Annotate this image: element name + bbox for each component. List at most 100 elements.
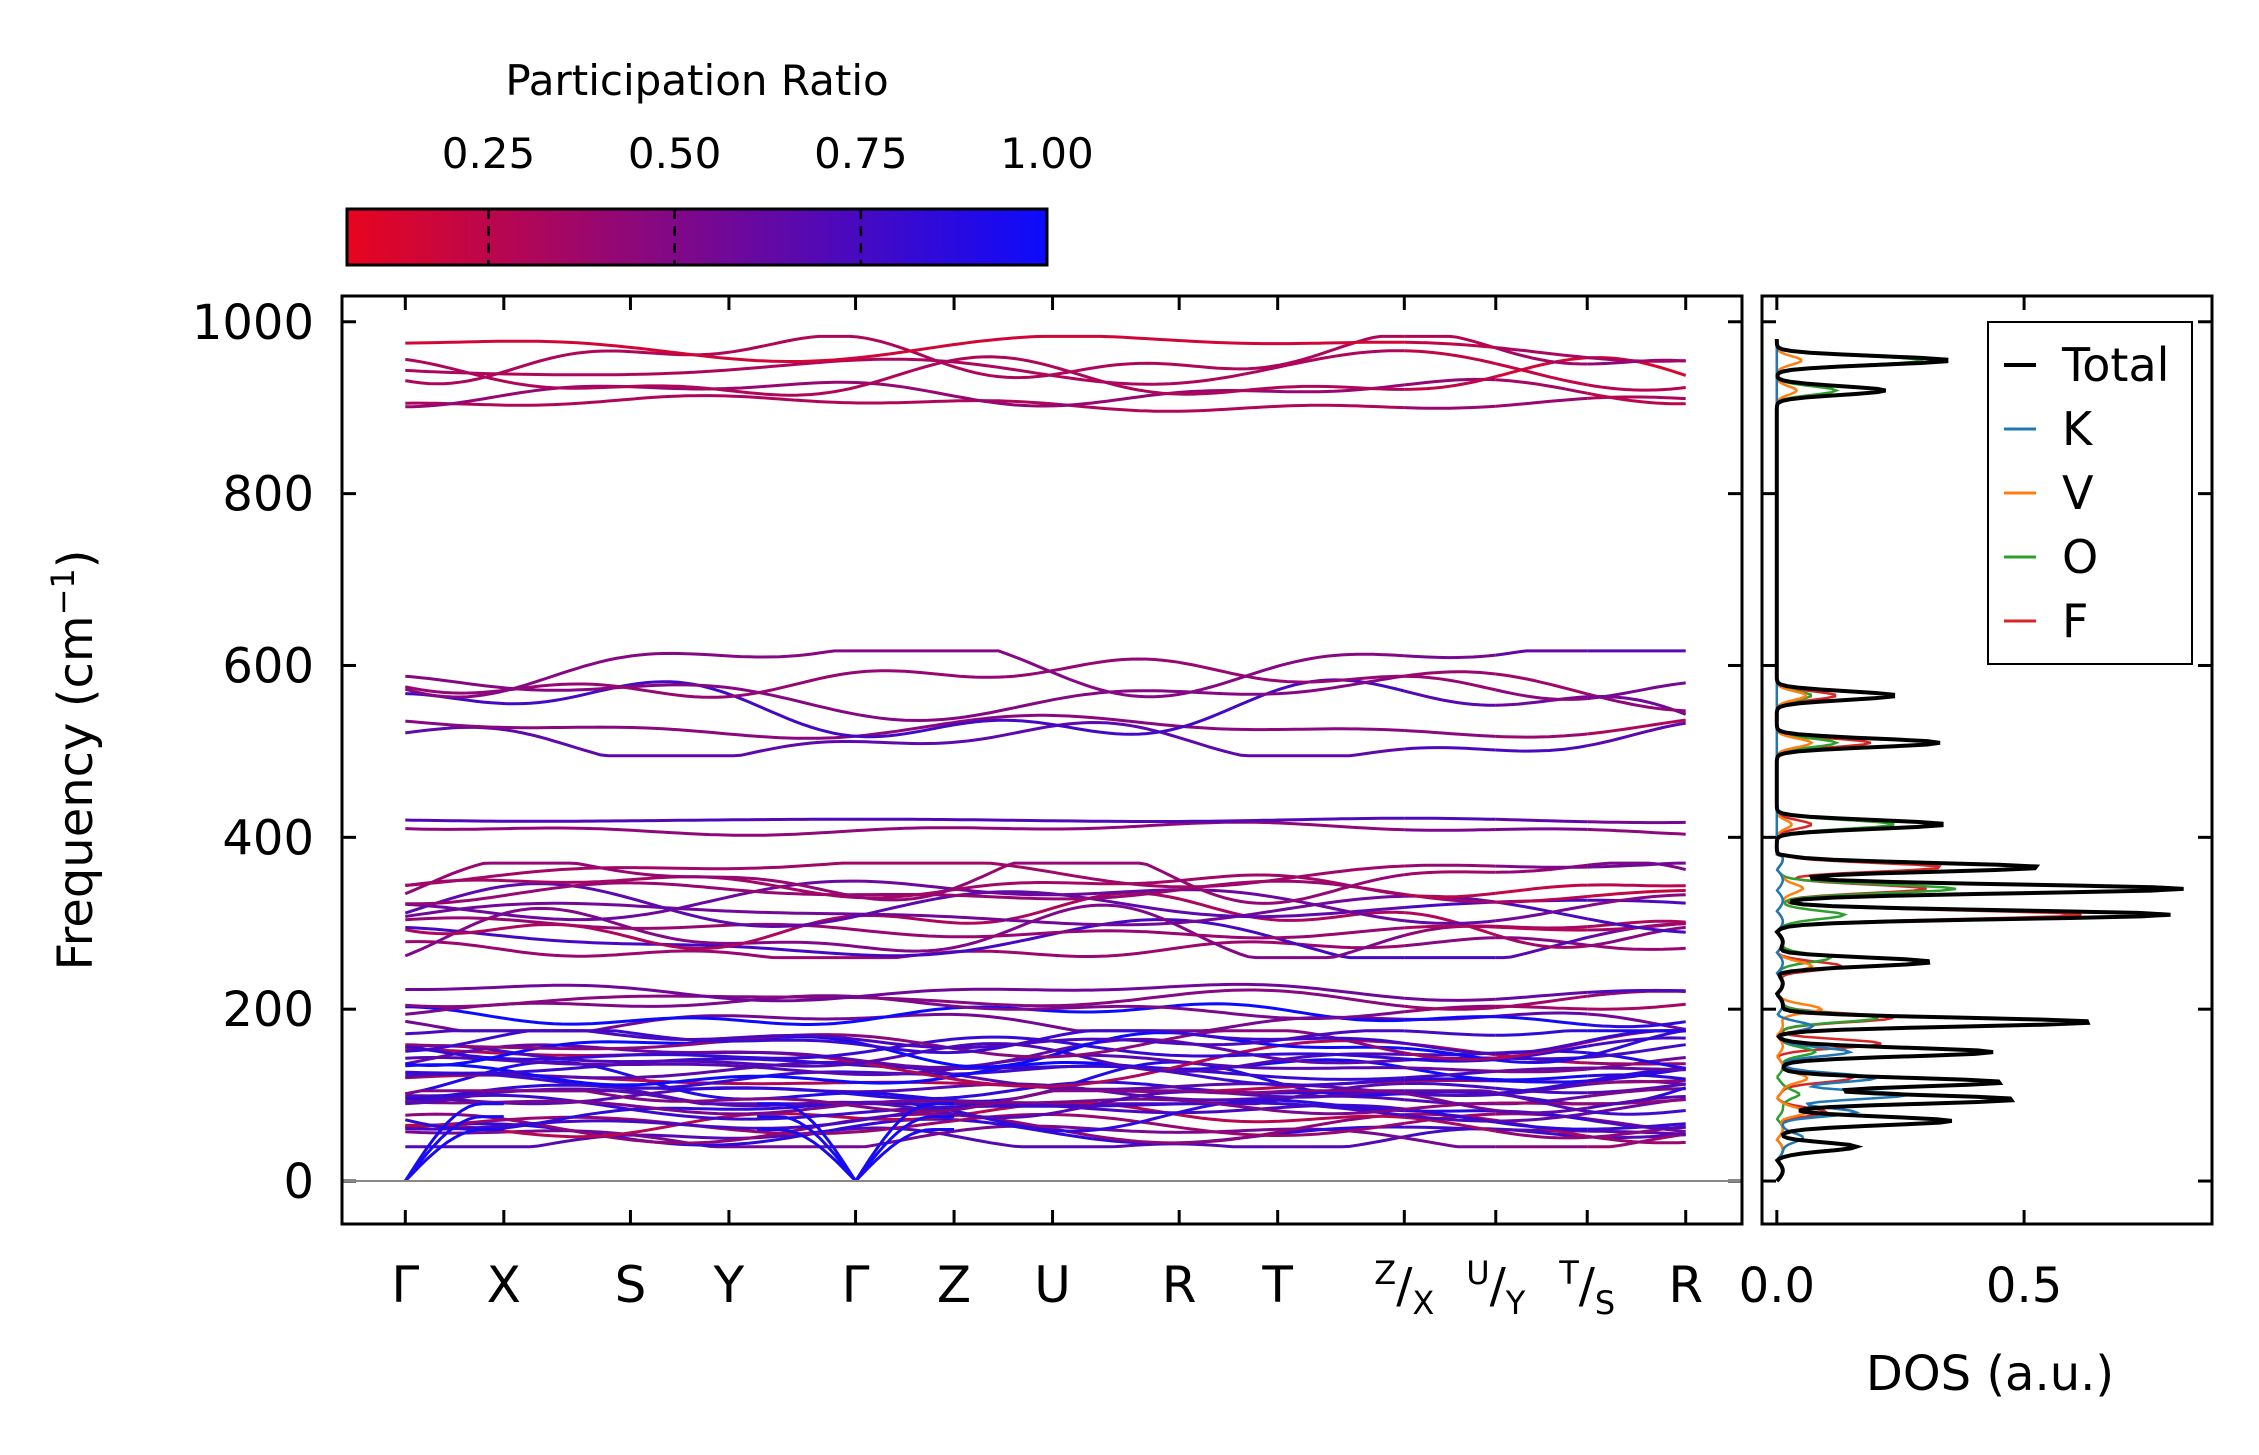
band-line	[1587, 356, 1686, 363]
band-line	[1404, 870, 1496, 877]
band-line	[1495, 362, 1588, 387]
band-line	[405, 657, 1405, 699]
colorbar-tick-label: 0.25	[442, 129, 536, 178]
y-tick-label: 800	[222, 467, 314, 523]
band-line	[1495, 827, 1588, 831]
band-line	[1495, 1106, 1588, 1115]
band-line	[1404, 1113, 1496, 1123]
dos-x-tick-label: 0.0	[1739, 1258, 1815, 1314]
band-line	[1404, 891, 1496, 899]
colorbar-gradient	[347, 209, 1047, 265]
band-line	[1404, 1066, 1496, 1073]
band-line	[1587, 889, 1686, 898]
y-tick-label: 0	[283, 1154, 314, 1210]
kpoint-label-sup: Z	[1374, 1254, 1396, 1292]
kpoint-label-sup: T	[1558, 1254, 1579, 1292]
kpoint-label: Γ	[391, 1256, 419, 1314]
band-line	[404, 861, 1405, 905]
band-line	[1587, 718, 1686, 736]
acoustic-band	[404, 1115, 504, 1182]
y-tick-label: 200	[222, 982, 314, 1038]
band-line	[1404, 1015, 1496, 1022]
kpoint-label-sub: S	[1595, 1284, 1615, 1322]
colorbar-tick-label: 0.50	[628, 129, 722, 178]
band-line	[1495, 346, 1588, 366]
band-line	[1404, 1051, 1496, 1061]
band-line	[1586, 1118, 1686, 1130]
band-line	[405, 1029, 1405, 1050]
y-axis-label-sup: −1	[44, 568, 82, 615]
band-line	[1587, 1002, 1686, 1011]
band-line	[1586, 721, 1686, 748]
band-line	[1404, 936, 1496, 948]
band-line	[1404, 1115, 1497, 1133]
band-line	[405, 1126, 1405, 1149]
band-line	[1586, 1134, 1686, 1145]
band-line	[1587, 1098, 1686, 1106]
dos-line-k	[1775, 339, 1909, 1182]
band-line	[1587, 1012, 1686, 1031]
band-line	[1495, 933, 1588, 949]
band-line	[1495, 346, 1588, 360]
band-line	[405, 861, 1405, 889]
acoustic-band	[757, 1128, 857, 1183]
band-line	[1495, 883, 1588, 895]
band-line	[1404, 334, 1497, 350]
band-line	[1495, 817, 1588, 824]
band-line	[1586, 1029, 1686, 1058]
band-line	[405, 1101, 1405, 1139]
kpoint-label-sub: Y	[1505, 1284, 1526, 1322]
kpoint-label: R	[1162, 1256, 1197, 1314]
band-line	[405, 1097, 1405, 1116]
band-line	[1404, 919, 1496, 925]
y-axis-label-close: )	[48, 549, 104, 568]
band-line	[405, 334, 1405, 363]
colorbar: Participation Ratio 0.25 0.50 0.75 1.00	[345, 56, 1094, 267]
band-line	[405, 816, 1405, 823]
band-line	[1586, 893, 1686, 908]
band-line	[405, 1037, 1405, 1069]
band-line	[405, 355, 1405, 397]
band-line	[405, 1057, 1405, 1081]
band-line	[1404, 746, 1496, 752]
acoustic-band	[757, 1102, 857, 1182]
kpoint-label: T	[1261, 1256, 1293, 1314]
band-line	[1587, 1073, 1686, 1081]
band-line	[1495, 1054, 1588, 1065]
band-line	[1495, 1011, 1588, 1018]
band-line	[1404, 349, 1497, 366]
dos-line-total	[1774, 339, 2184, 1183]
kpoint-label: T/S	[1558, 1254, 1615, 1322]
band-line	[405, 1002, 1405, 1026]
band-line	[1587, 1087, 1686, 1098]
kpoint-label: X	[487, 1256, 521, 1314]
legend-label: O	[2062, 530, 2098, 584]
kpoint-label: U	[1034, 1256, 1071, 1314]
kpoint-label-slash: /	[1396, 1258, 1413, 1314]
band-line	[1404, 670, 1496, 678]
band-line	[1404, 1081, 1496, 1090]
colorbar-tick-label: 1.00	[1000, 129, 1094, 178]
band-line	[1404, 924, 1496, 930]
band-line	[405, 394, 1405, 413]
band-line	[1587, 1043, 1686, 1059]
band-line	[1495, 990, 1588, 1001]
band-line	[405, 1031, 1405, 1069]
band-line	[1404, 1091, 1497, 1112]
band-line	[1587, 827, 1686, 836]
band-line	[1495, 688, 1588, 701]
band-line	[1404, 1136, 1496, 1149]
kpoint-label-slash: /	[1490, 1258, 1507, 1314]
band-line	[405, 820, 1405, 837]
band-frame	[340, 294, 1744, 1226]
band-line	[1404, 911, 1497, 937]
band-line	[1404, 863, 1496, 868]
band-line	[1495, 925, 1588, 932]
band-line	[1495, 1129, 1588, 1140]
band-line	[1495, 994, 1588, 1010]
band-line	[1495, 1039, 1588, 1055]
band-line	[1587, 1061, 1686, 1066]
colorbar-tick-label: 0.75	[814, 129, 908, 178]
